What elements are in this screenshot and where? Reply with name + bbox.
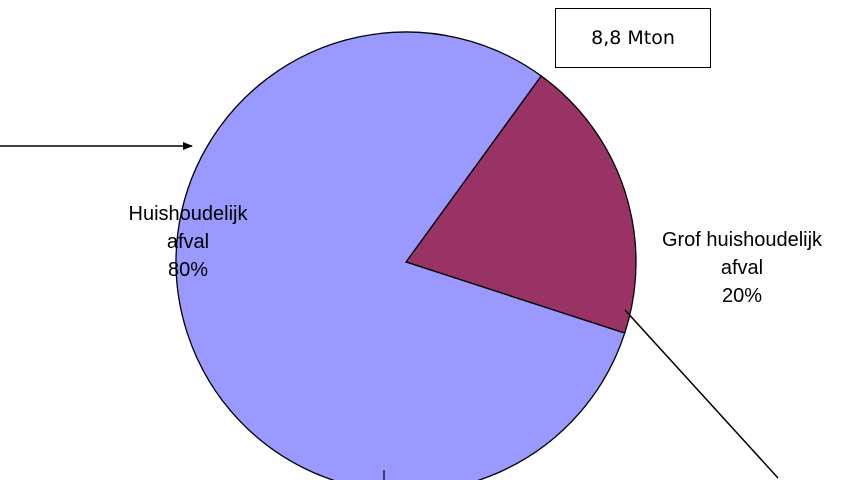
slice-label-line: afval [720,257,764,279]
slice-value-label: 80% [167,259,209,281]
slice-label-line: Huishoudelijk [128,203,248,225]
slice-label-line: Grof huishoudelijk [661,229,823,251]
total-weight-label: 8,8 Mton [591,27,675,49]
slice-label-huishoudelijk: Huishoudelijk afval 80% [98,200,278,284]
slice-label-grof-huishoudelijk: Grof huishoudelijk afval 20% [627,226,857,310]
slice-value-label: 20% [721,285,763,307]
pie-slice-huishoudelijk-afval [175,31,626,480]
leader-line [624,309,779,479]
total-weight-box: 8,8 Mton [555,8,711,68]
pie-slice-grof-huishoudelijk-afval [404,75,637,334]
slice-label-line: afval [166,231,210,253]
